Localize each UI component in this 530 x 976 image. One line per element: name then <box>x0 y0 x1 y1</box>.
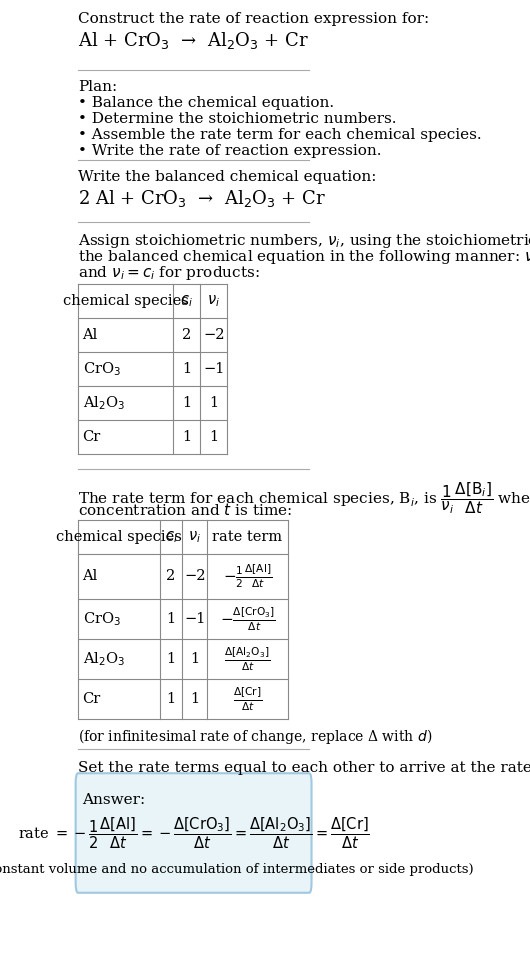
Text: Al: Al <box>83 328 98 342</box>
Text: $c_i$: $c_i$ <box>180 293 193 308</box>
Text: • Assemble the rate term for each chemical species.: • Assemble the rate term for each chemic… <box>78 128 482 142</box>
Text: Cr: Cr <box>83 430 101 444</box>
Text: 2: 2 <box>182 328 191 342</box>
Text: 2 Al + CrO$_3$  →  Al$_2$O$_3$ + Cr: 2 Al + CrO$_3$ → Al$_2$O$_3$ + Cr <box>78 188 326 209</box>
Text: 1: 1 <box>166 652 175 666</box>
Text: Assign stoichiometric numbers, $\nu_i$, using the stoichiometric coefficients, $: Assign stoichiometric numbers, $\nu_i$, … <box>78 232 530 250</box>
Text: $c_i$: $c_i$ <box>165 529 178 545</box>
Text: Al: Al <box>83 570 98 584</box>
Text: $-\frac{1}{2}\frac{\Delta[\mathrm{Al}]}{\Delta t}$: $-\frac{1}{2}\frac{\Delta[\mathrm{Al}]}{… <box>223 562 272 590</box>
Text: −1: −1 <box>184 612 206 626</box>
FancyBboxPatch shape <box>76 773 312 893</box>
Text: Plan:: Plan: <box>78 80 117 94</box>
Text: $-\frac{\Delta[\mathrm{CrO_3}]}{\Delta t}$: $-\frac{\Delta[\mathrm{CrO_3}]}{\Delta t… <box>219 605 276 632</box>
Text: Al$_2$O$_3$: Al$_2$O$_3$ <box>83 650 125 668</box>
Text: 1: 1 <box>166 612 175 626</box>
Text: Construct the rate of reaction expression for:: Construct the rate of reaction expressio… <box>78 12 429 26</box>
Text: rate $= -\dfrac{1}{2}\dfrac{\Delta[\mathrm{Al}]}{\Delta t} = -\dfrac{\Delta[\mat: rate $= -\dfrac{1}{2}\dfrac{\Delta[\math… <box>17 815 369 850</box>
Text: $\frac{\Delta[\mathrm{Al_2O_3}]}{\Delta t}$: $\frac{\Delta[\mathrm{Al_2O_3}]}{\Delta … <box>224 645 271 672</box>
Text: $\nu_i$: $\nu_i$ <box>188 529 201 545</box>
Text: • Balance the chemical equation.: • Balance the chemical equation. <box>78 96 334 110</box>
Text: −1: −1 <box>203 362 225 376</box>
Text: 1: 1 <box>190 692 199 706</box>
Text: chemical species: chemical species <box>56 530 182 544</box>
Text: CrO$_3$: CrO$_3$ <box>83 360 120 378</box>
Text: 1: 1 <box>182 430 191 444</box>
Text: 1: 1 <box>166 692 175 706</box>
Text: $\frac{\Delta[\mathrm{Cr}]}{\Delta t}$: $\frac{\Delta[\mathrm{Cr}]}{\Delta t}$ <box>233 685 262 712</box>
Text: Al + CrO$_3$  →  Al$_2$O$_3$ + Cr: Al + CrO$_3$ → Al$_2$O$_3$ + Cr <box>78 30 309 51</box>
Text: chemical species: chemical species <box>63 294 189 308</box>
Text: 1: 1 <box>182 362 191 376</box>
Text: 1: 1 <box>182 396 191 410</box>
Text: $\nu_i$: $\nu_i$ <box>207 293 220 308</box>
Text: • Write the rate of reaction expression.: • Write the rate of reaction expression. <box>78 144 382 158</box>
Text: Al$_2$O$_3$: Al$_2$O$_3$ <box>83 394 125 412</box>
Text: the balanced chemical equation in the following manner: $\nu_i = -c_i$ for react: the balanced chemical equation in the fo… <box>78 248 530 266</box>
Text: −2: −2 <box>203 328 225 342</box>
Text: Answer:: Answer: <box>83 793 146 807</box>
Text: concentration and $t$ is time:: concentration and $t$ is time: <box>78 502 293 518</box>
Text: 1: 1 <box>190 652 199 666</box>
Text: The rate term for each chemical species, B$_i$, is $\dfrac{1}{\nu_i}\dfrac{\Delt: The rate term for each chemical species,… <box>78 480 530 515</box>
Text: CrO$_3$: CrO$_3$ <box>83 610 120 628</box>
Text: (for infinitesimal rate of change, replace Δ with $d$): (for infinitesimal rate of change, repla… <box>78 727 432 746</box>
Text: 2: 2 <box>166 570 176 584</box>
Text: 1: 1 <box>209 430 218 444</box>
Text: (assuming constant volume and no accumulation of intermediates or side products): (assuming constant volume and no accumul… <box>0 863 473 876</box>
Text: Set the rate terms equal to each other to arrive at the rate expression:: Set the rate terms equal to each other t… <box>78 761 530 775</box>
Text: • Determine the stoichiometric numbers.: • Determine the stoichiometric numbers. <box>78 112 396 126</box>
Text: Cr: Cr <box>83 692 101 706</box>
Text: 1: 1 <box>209 396 218 410</box>
Text: rate term: rate term <box>213 530 282 544</box>
Text: Write the balanced chemical equation:: Write the balanced chemical equation: <box>78 170 376 184</box>
Text: −2: −2 <box>184 570 206 584</box>
Text: and $\nu_i = c_i$ for products:: and $\nu_i = c_i$ for products: <box>78 264 260 282</box>
